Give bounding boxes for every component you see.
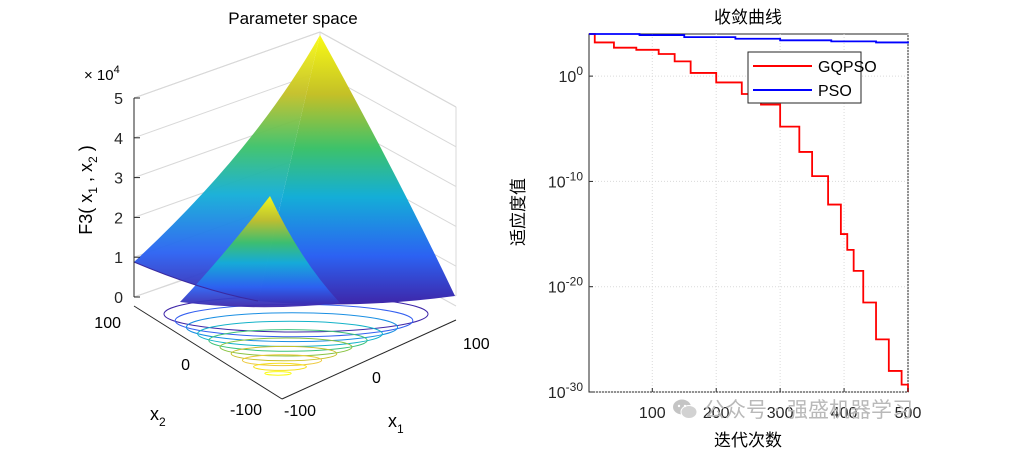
z-gridline [133,31,321,99]
z-tick-label: 0 [114,290,123,307]
x1-axis-label: x1 [388,411,404,436]
legend-label-gqpso: GQPSO [818,59,877,76]
x-tick-label: 200 [703,405,730,422]
y-tick-label: 10-20 [548,275,583,297]
x2-tick-100: 100 [94,315,121,332]
x2-tick-0: 0 [181,357,190,374]
z-tick-label: 5 [114,91,123,108]
x-ticks: 100 200 300 400 500 [639,388,922,422]
series-lines [589,33,909,392]
contour-line [185,312,399,343]
x-tick-label: 100 [639,405,666,422]
contour-line [241,354,323,367]
x1-tick-100: 100 [463,336,490,353]
z-tick-label: 1 [114,250,123,267]
x2-tick-neg100: -100 [230,402,262,419]
x2-axis-label: x2 [150,404,166,429]
z-tick-label: 2 [114,210,123,227]
y-tick-label: 10-10 [548,169,583,191]
contour-line [253,362,307,371]
convergence-title: 收敛曲线 [714,8,782,28]
z-gridline [133,71,321,139]
z-gridline [319,31,457,108]
surface-inner-ridge [180,196,340,308]
z-exponent-label: × 104 [84,64,120,84]
y-axis-label: 适应度值 [509,178,529,246]
surface-edge [133,261,259,302]
x-axis-label: 迭代次数 [714,431,782,451]
contour-line [208,329,368,352]
wechat-icon [673,399,698,419]
z-ticks: 0 1 2 3 4 5 [114,91,140,307]
z-tick-label: 3 [114,171,123,188]
contour-line [230,345,338,362]
x1-tick-neg100: -100 [284,403,316,420]
contour-projection [163,295,429,376]
z-axis-label: F3( x1 , x2 ) [76,145,100,234]
legend-box [747,51,862,104]
axis-lines [133,98,457,400]
contour-line [219,337,353,357]
series-line-pso [589,33,909,44]
legend: GQPSO PSO [747,51,877,104]
svg-text:F3( x1 , x2 ): F3( x1 , x2 ) [76,145,100,234]
convergence-plot: 收敛曲线 100 200 300 400 500 10010-1010-2010-30 … [509,8,921,451]
x-tick-label: 300 [767,405,794,422]
surface-title: Parameter space [228,9,357,28]
watermark-text: 公众号 · 强盛机器学习 [704,398,914,422]
y-ticks: 100 10-10 10-20 10-30 [548,64,593,402]
z-tick-label: 4 [114,131,123,148]
x-tick-label: 400 [831,405,858,422]
watermark: 公众号 · 强盛机器学习 [672,394,913,424]
y-tick-label: 100 [559,64,584,86]
surface [133,35,455,308]
surface-right-face [258,35,455,305]
x-tick-label: 500 [895,405,922,422]
x1-tick-0: 0 [372,370,381,387]
series-line-gqpso [589,33,909,392]
surface-plot: Parameter space 0 1 2 3 4 5 [76,9,490,436]
contour-line [264,371,292,376]
legend-label-pso: PSO [818,83,852,100]
y-tick-label: 10-30 [548,380,583,402]
